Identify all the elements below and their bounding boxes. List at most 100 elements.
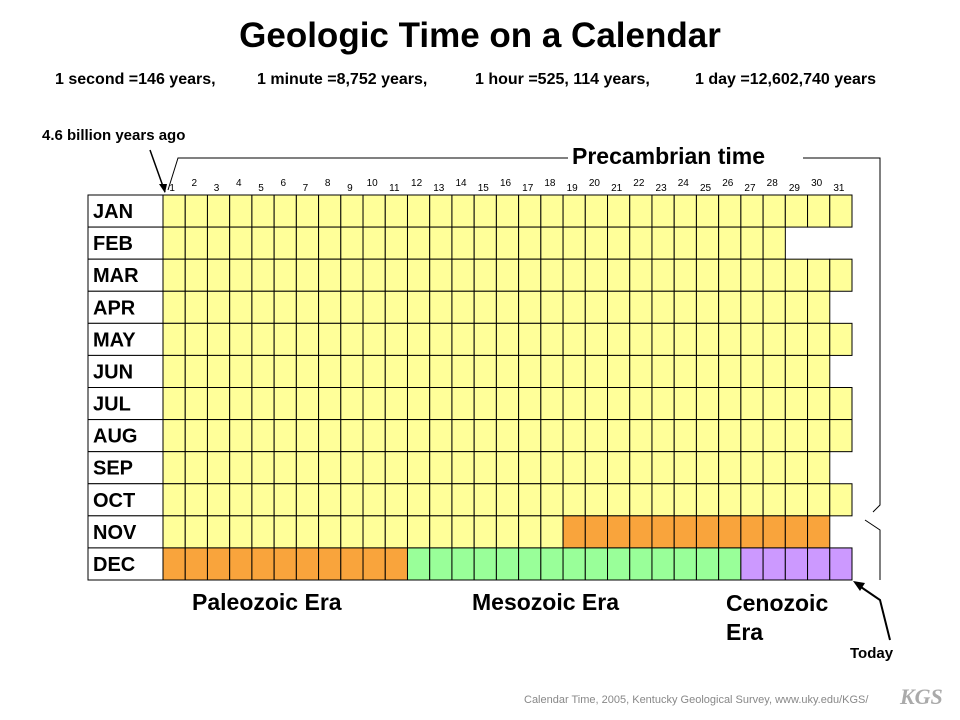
day-number: 11 — [389, 183, 400, 194]
day-number: 7 — [303, 183, 309, 194]
day-cell — [362, 547, 386, 581]
day-cell — [429, 387, 453, 421]
day-cell — [340, 515, 364, 549]
day-cell — [784, 419, 809, 453]
day-cell — [429, 322, 453, 356]
day-cell — [340, 226, 364, 260]
day-cell — [762, 419, 786, 453]
day-cell — [273, 354, 297, 388]
day-number: 27 — [744, 183, 756, 194]
day-cell — [784, 515, 809, 549]
day-cell — [273, 451, 297, 485]
day-cell — [584, 322, 609, 356]
day-cell — [584, 194, 609, 228]
day-cell — [295, 354, 320, 388]
day-cell — [495, 515, 520, 549]
day-cell — [384, 258, 408, 292]
month-label-cell — [87, 194, 164, 228]
day-number: 20 — [589, 178, 601, 189]
day-cell — [318, 419, 342, 453]
day-cell — [562, 451, 586, 485]
day-cell — [695, 194, 720, 228]
day-cell — [807, 194, 831, 228]
day-cell — [429, 290, 453, 324]
day-cell — [473, 226, 497, 260]
day-cell — [273, 515, 297, 549]
day-cell — [340, 451, 364, 485]
day-cell — [540, 547, 564, 581]
day-cell — [229, 515, 253, 549]
day-cell — [429, 483, 453, 517]
day-cell — [651, 290, 675, 324]
day-cell — [718, 194, 742, 228]
day-cell — [273, 322, 297, 356]
day-cell — [184, 322, 208, 356]
day-cell — [651, 354, 675, 388]
day-cell — [584, 515, 609, 549]
day-cell — [518, 451, 542, 485]
day-cell — [406, 515, 431, 549]
day-cell — [673, 226, 697, 260]
month-label-cell — [87, 258, 164, 292]
day-cell — [740, 290, 764, 324]
day-cell — [495, 547, 520, 581]
day-cell — [406, 387, 431, 421]
day-cell — [162, 547, 186, 581]
day-cell — [807, 354, 831, 388]
day-cell — [584, 258, 609, 292]
day-cell — [206, 419, 231, 453]
day-cell — [651, 483, 675, 517]
day-cell — [740, 322, 764, 356]
era-label: Cenozoic Era — [726, 590, 829, 645]
day-cell — [362, 419, 386, 453]
day-cell — [607, 290, 631, 324]
day-cell — [295, 194, 320, 228]
day-cell — [718, 483, 742, 517]
day-number: 24 — [678, 178, 690, 189]
day-cell — [607, 515, 631, 549]
day-cell — [473, 419, 497, 453]
logo: KGS — [900, 684, 943, 709]
day-cell — [762, 194, 786, 228]
day-cell — [206, 387, 231, 421]
day-cell — [206, 451, 231, 485]
day-cell — [807, 419, 831, 453]
day-cell — [718, 387, 742, 421]
day-cell — [273, 194, 297, 228]
day-cell — [807, 258, 831, 292]
day-cell — [584, 387, 609, 421]
day-cell — [451, 547, 475, 581]
subtitle-item: 1 hour =525, 114 years, — [475, 71, 650, 88]
day-cell — [162, 226, 186, 260]
day-cell — [695, 354, 720, 388]
day-number: 9 — [347, 183, 353, 194]
month-label-cell — [87, 387, 164, 421]
day-cell — [318, 483, 342, 517]
day-cell — [251, 387, 275, 421]
day-cell — [362, 354, 386, 388]
era-label: Mesozoic Era — [472, 589, 619, 615]
day-cell — [562, 354, 586, 388]
day-cell — [562, 419, 586, 453]
day-cell — [251, 226, 275, 260]
subtitle-item: 1 day =12,602,740 years — [695, 71, 877, 88]
day-cell — [362, 258, 386, 292]
day-cell — [518, 483, 542, 517]
day-number: 8 — [325, 178, 331, 189]
day-cell — [762, 547, 786, 581]
day-cell — [206, 226, 231, 260]
day-cell — [629, 451, 653, 485]
day-cell — [607, 483, 631, 517]
day-cell — [629, 322, 653, 356]
day-cell — [651, 419, 675, 453]
day-cell — [762, 515, 786, 549]
day-cell — [406, 419, 431, 453]
day-cell — [184, 451, 208, 485]
day-cell — [384, 515, 408, 549]
day-cell — [718, 226, 742, 260]
day-cell — [673, 483, 697, 517]
day-cell — [384, 483, 408, 517]
day-cell — [318, 194, 342, 228]
day-cell — [406, 194, 431, 228]
